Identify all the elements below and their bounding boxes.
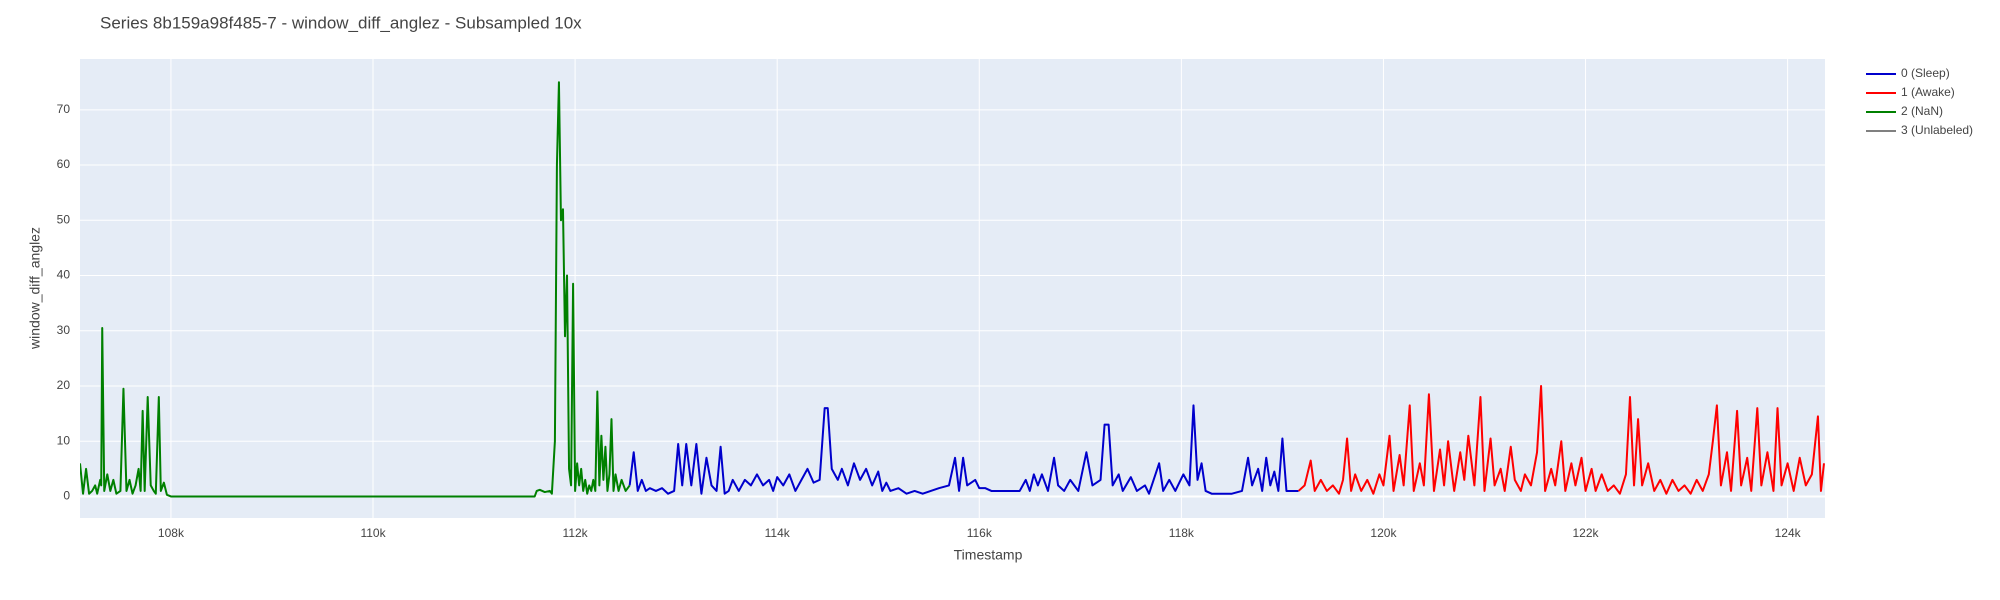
x-tick-label: 114k [765, 526, 791, 540]
series-line [1297, 384, 1825, 495]
x-tick-label: 122k [1573, 526, 1600, 540]
y-tick-label: 10 [57, 433, 71, 447]
x-tick-label: 116k [967, 526, 993, 540]
y-tick-label: 50 [57, 212, 71, 226]
x-axis-label: Timestamp [954, 547, 1023, 563]
y-tick-label: 20 [57, 378, 71, 392]
x-tick-label: 110k [360, 526, 386, 540]
y-tick-label: 70 [57, 102, 71, 116]
series-line [80, 81, 631, 498]
chart-title: Series 8b159a98f485-7 - window_diff_angl… [100, 13, 582, 32]
legend-label: 3 (Unlabeled) [1901, 123, 1973, 137]
legend-label: 1 (Awake) [1901, 85, 1955, 99]
x-tick-label: 124k [1775, 526, 1802, 540]
legend-label: 0 (Sleep) [1901, 66, 1950, 80]
legend-label: 2 (NaN) [1901, 104, 1943, 118]
y-tick-label: 60 [57, 157, 71, 171]
x-tick-label: 112k [563, 526, 589, 540]
y-tick-label: 40 [57, 268, 71, 282]
y-axis-label: window_diff_anglez [27, 227, 43, 350]
x-tick-label: 108k [158, 526, 185, 540]
x-tick-label: 120k [1370, 526, 1397, 540]
series-line [628, 404, 1299, 495]
y-tick-label: 0 [63, 489, 70, 503]
x-tick-label: 118k [1169, 526, 1195, 540]
y-tick-label: 30 [57, 323, 71, 337]
plot-area [80, 59, 1825, 518]
